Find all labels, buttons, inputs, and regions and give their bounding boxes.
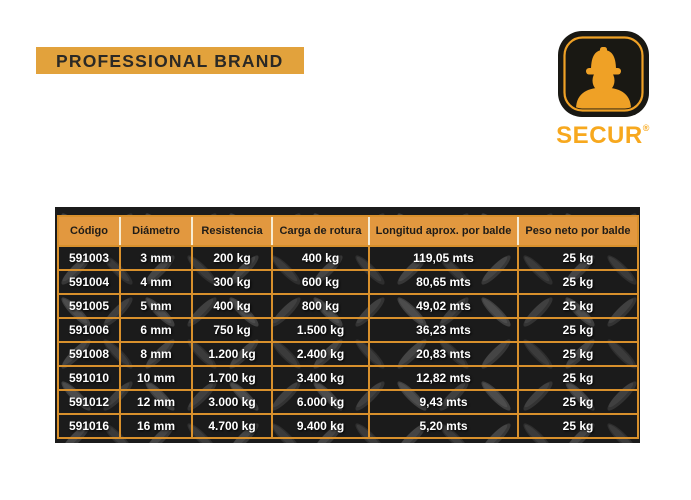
table-cell: 49,02 mts xyxy=(368,293,519,319)
worker-helmet-icon xyxy=(557,31,649,117)
table-cell: 25 kg xyxy=(517,389,639,415)
table-cell: 1.700 kg xyxy=(191,365,273,391)
table-cell: 600 kg xyxy=(271,269,370,295)
table-cell: 591012 xyxy=(57,389,121,415)
table-cell: 1.500 kg xyxy=(271,317,370,343)
spec-grid: Código Diámetro Resistencia Carga de rotura… xyxy=(57,215,639,439)
table-body: 591003 3 mm 200 kg 400 kg 119,05 mts 25 kg 591… xyxy=(57,245,639,439)
table-cell: 3.400 kg xyxy=(271,365,370,391)
table-cell: 9.400 kg xyxy=(271,413,370,439)
professional-brand-banner: PROFESSIONAL BRAND xyxy=(36,47,304,74)
table-cell: 3.000 kg xyxy=(191,389,273,415)
table-cell: 5,20 mts xyxy=(368,413,519,439)
table-cell: 25 kg xyxy=(517,413,639,439)
table-cell: 25 kg xyxy=(517,317,639,343)
table-cell: 36,23 mts xyxy=(368,317,519,343)
table-cell: 5 mm xyxy=(119,293,193,319)
table-cell: 591004 xyxy=(57,269,121,295)
table-cell: 800 kg xyxy=(271,293,370,319)
table-row: 591003 3 mm 200 kg 400 kg 119,05 mts 25 kg xyxy=(57,245,639,271)
table-cell: 20,83 mts xyxy=(368,341,519,367)
table-row: 591006 6 mm 750 kg 1.500 kg 36,23 mts 25 kg xyxy=(57,317,639,343)
table-cell: 4 mm xyxy=(119,269,193,295)
table-cell: 750 kg xyxy=(191,317,273,343)
table-cell: 591008 xyxy=(57,341,121,367)
table-cell: 16 mm xyxy=(119,413,193,439)
table-cell: 6 mm xyxy=(119,317,193,343)
column-header: Peso neto por balde xyxy=(517,215,638,247)
secur-logo: SECUR® xyxy=(556,31,650,150)
header-row: Código Diámetro Resistencia Carga de rotura… xyxy=(58,215,638,247)
product-table: Código Diámetro Resistencia Carga de rotura… xyxy=(57,215,639,439)
table-row: 591016 16 mm 4.700 kg 9.400 kg 5,20 mts 25 kg xyxy=(57,413,639,439)
table-cell: 25 kg xyxy=(517,365,639,391)
table-cell: 80,65 mts xyxy=(368,269,519,295)
table-cell: 591010 xyxy=(57,365,121,391)
table-cell: 1.200 kg xyxy=(191,341,273,367)
table-cell: 2.400 kg xyxy=(271,341,370,367)
column-header: Diámetro xyxy=(119,215,192,247)
table-cell: 3 mm xyxy=(119,245,193,271)
table-cell: 591006 xyxy=(57,317,121,343)
table-cell: 25 kg xyxy=(517,245,639,271)
table-cell: 6.000 kg xyxy=(271,389,370,415)
table-cell: 12 mm xyxy=(119,389,193,415)
table-cell: 25 kg xyxy=(517,341,639,367)
table-cell: 9,43 mts xyxy=(368,389,519,415)
table-row: 591008 8 mm 1.200 kg 2.400 kg 20,83 mts 25 kg xyxy=(57,341,639,367)
table-cell: 10 mm xyxy=(119,365,193,391)
table-row: 591012 12 mm 3.000 kg 6.000 kg 9,43 mts 25 kg xyxy=(57,389,639,415)
table-cell: 300 kg xyxy=(191,269,273,295)
table-cell: 591003 xyxy=(57,245,121,271)
column-header: Código xyxy=(58,215,120,247)
table-cell: 400 kg xyxy=(191,293,273,319)
secur-wordmark: SECUR® xyxy=(556,122,650,149)
column-header: Carga de rotura xyxy=(271,215,369,247)
table-cell: 200 kg xyxy=(191,245,273,271)
table-cell: 591005 xyxy=(57,293,121,319)
table-cell: 25 kg xyxy=(517,269,639,295)
column-header: Resistencia xyxy=(191,215,272,247)
table-row: 591004 4 mm 300 kg 600 kg 80,65 mts 25 kg xyxy=(57,269,639,295)
table-header: Código Diámetro Resistencia Carga de rotura… xyxy=(58,215,638,247)
table-cell: 8 mm xyxy=(119,341,193,367)
registered-trademark: ® xyxy=(642,123,650,133)
table-row: 591005 5 mm 400 kg 800 kg 49,02 mts 25 kg xyxy=(57,293,639,319)
table-cell: 25 kg xyxy=(517,293,639,319)
table-cell: 400 kg xyxy=(271,245,370,271)
table-cell: 4.700 kg xyxy=(191,413,273,439)
table-row: 591010 10 mm 1.700 kg 3.400 kg 12,82 mts 25 k… xyxy=(57,365,639,391)
table-cell: 12,82 mts xyxy=(368,365,519,391)
table-cell: 591016 xyxy=(57,413,121,439)
table-cell: 119,05 mts xyxy=(368,245,519,271)
product-table-panel: Código Diámetro Resistencia Carga de rotura… xyxy=(55,207,640,443)
column-header: Longitud aprox. por balde xyxy=(368,215,518,247)
